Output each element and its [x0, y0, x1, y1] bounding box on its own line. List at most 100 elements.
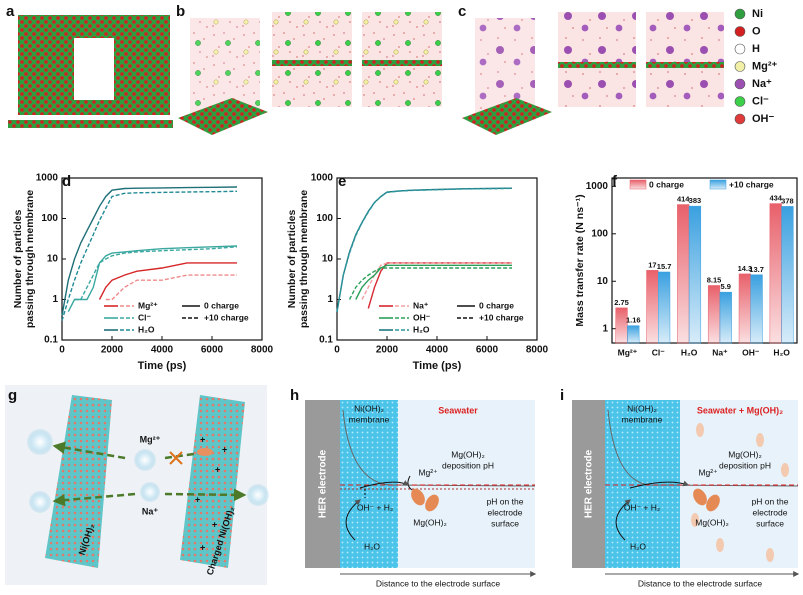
surface-label: pH on the: [752, 496, 789, 506]
svg-text:+: +: [215, 464, 220, 474]
x-tick-label: Na⁺: [712, 347, 728, 357]
legend-label: 0 charge: [204, 300, 239, 310]
x-tick-label: 8000: [251, 345, 274, 356]
bar: [677, 204, 690, 344]
precipitate-label: Mg(OH)₂: [695, 517, 729, 527]
surface-label: electrode: [753, 507, 788, 517]
series-line: [355, 264, 512, 300]
y-tick-label: 10: [597, 276, 609, 287]
legend-swatch: [734, 113, 746, 125]
x-tick-label: 2000: [101, 345, 124, 356]
bar: [615, 307, 628, 344]
bar: [781, 206, 794, 344]
series-line: [61, 190, 238, 321]
y-axis-title: passing through membrane: [24, 190, 36, 328]
y-tick-label: 1: [52, 294, 58, 305]
series-line: [336, 187, 513, 312]
x-tick-label: 8000: [526, 345, 549, 356]
axis-label: Distance to the electrode surface: [638, 578, 763, 588]
value-label: 13.7: [749, 265, 764, 274]
panel-label: a: [6, 3, 15, 20]
svg-text:+: +: [212, 519, 217, 529]
electrode-label: HER electrode: [584, 449, 595, 518]
series-line: [361, 262, 512, 300]
panel-a-render: [8, 15, 173, 128]
ion-label: Mg²⁺: [140, 434, 161, 444]
legend-label: Na⁺: [413, 300, 429, 310]
y-axis-title: Number of particles: [12, 210, 24, 309]
series-line: [348, 267, 512, 300]
legend-label: +10 charge: [479, 312, 524, 322]
svg-text:+: +: [200, 434, 205, 444]
panel-label: c: [458, 3, 466, 20]
x-tick-label: H₂O: [681, 347, 698, 357]
x-tick-label: 6000: [476, 345, 499, 356]
legend-swatch: [734, 26, 746, 37]
bar: [738, 273, 751, 344]
x-axis-title: Time (ps): [413, 360, 462, 372]
plot-frame: [611, 177, 798, 344]
legend-label: Ni: [752, 8, 763, 20]
panel-label: b: [176, 3, 185, 20]
panel-label: i: [560, 387, 564, 404]
value-label: 14.3: [738, 264, 753, 273]
y-axis-title: passing through membrane: [298, 190, 310, 328]
value-label: 414: [677, 195, 690, 204]
legend-label: OH⁻: [413, 312, 431, 322]
membrane-label: Ni(OH)₂: [627, 403, 657, 413]
series-line: [98, 262, 237, 300]
legend-swatch: [734, 96, 746, 107]
deposition-label: deposition pH: [442, 460, 494, 470]
bar: [688, 205, 702, 344]
legend-label: OH⁻: [752, 113, 775, 125]
bar: [769, 203, 782, 344]
legend-swatch: [734, 8, 746, 20]
legend-swatch: [709, 179, 727, 190]
series-line: [61, 186, 238, 316]
bar: [627, 325, 640, 344]
panel-b-render: [178, 12, 442, 135]
svg-text:+: +: [222, 444, 227, 454]
x-tick-label: 4000: [151, 345, 174, 356]
panel-label: d: [62, 173, 71, 190]
legend-label: Mg²⁺: [138, 300, 158, 310]
legend-label: +10 charge: [204, 312, 249, 322]
bar: [658, 271, 671, 344]
membrane-label: membrane: [349, 414, 390, 424]
y-tick-label: 0.1: [44, 335, 58, 346]
x-tick-label: 6000: [201, 345, 224, 356]
legend-label: H₂O: [138, 324, 155, 334]
membrane-label: Ni(OH)₂: [354, 403, 384, 413]
series-line: [336, 187, 513, 312]
electrode-label: HER electrode: [318, 449, 329, 518]
legend-label: O: [752, 25, 761, 37]
value-label: 1.16: [626, 316, 641, 325]
reaction-label: OH⁻ + H₂: [357, 502, 393, 512]
membrane-label: membrane: [622, 414, 663, 424]
y-tick-label: 100: [591, 228, 608, 239]
legend-label: 0 charge: [479, 300, 514, 310]
legend-label: H₂O: [413, 324, 430, 334]
medium-label: Seawater + Mg(OH)₂: [697, 405, 783, 415]
value-label: 383: [689, 196, 702, 205]
panel-g-diagram: ++++++: [5, 385, 269, 585]
y-tick-label: 1: [602, 323, 608, 334]
panel-h-diagram: [305, 400, 537, 577]
deposition-label: Mg(OH)₂: [451, 449, 485, 459]
value-label: 8.15: [707, 275, 722, 284]
svg-text:+: +: [200, 542, 205, 552]
water-label: H₂O: [364, 541, 380, 551]
panel-label: f: [612, 173, 618, 190]
legend-label: Cl⁻: [752, 95, 769, 107]
y-tick-label: 10: [47, 254, 59, 265]
legend-label: 0 charge: [649, 179, 684, 189]
y-tick-label: 1000: [311, 173, 334, 184]
x-tick-label: Mg²⁺: [618, 347, 638, 357]
surface-label: pH on the: [487, 496, 524, 506]
series-line: [105, 274, 237, 301]
legend-label: Cl⁻: [138, 312, 152, 322]
y-tick-label: 1000: [586, 181, 609, 192]
deposition-label: deposition pH: [719, 460, 771, 470]
x-tick-label: OH⁻: [742, 347, 760, 357]
